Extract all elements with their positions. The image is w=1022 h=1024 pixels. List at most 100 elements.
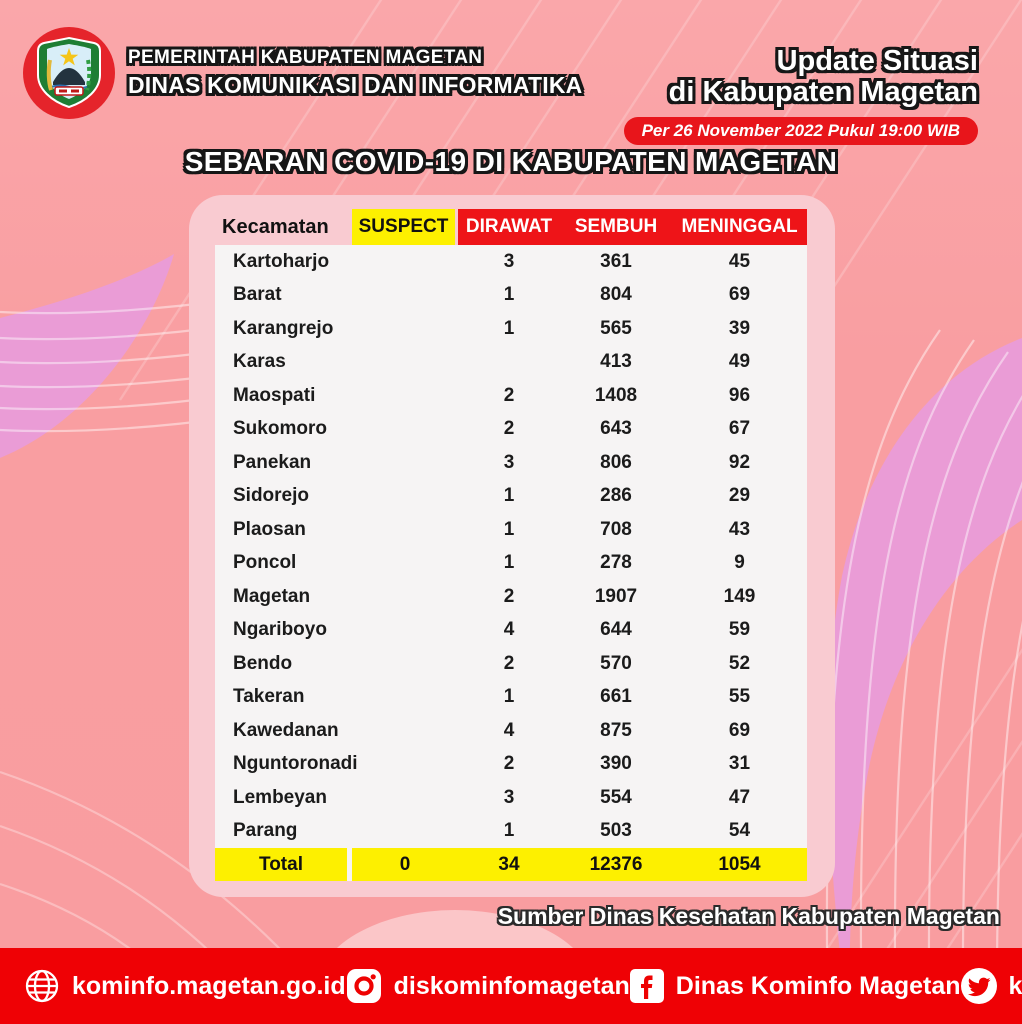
table-row: Bendo 2 570 52 — [215, 647, 807, 681]
dirawat-cell: 2 — [503, 652, 515, 674]
meninggal-cell: 149 — [723, 585, 756, 607]
meninggal-cell: 59 — [728, 619, 751, 641]
dirawat-cell: 3 — [503, 250, 515, 272]
table-row: Plaosan 1 708 43 — [215, 513, 807, 547]
meninggal-cell: 39 — [728, 317, 751, 339]
district-name-cell: Lembeyan — [233, 786, 327, 808]
meninggal-cell: 92 — [728, 451, 751, 473]
district-name-cell: Plaosan — [233, 518, 306, 540]
sembuh-cell: 804 — [600, 284, 632, 306]
twitter-link[interactable]: kominfomagetan1 — [960, 968, 1022, 1004]
column-header-sembuh: SEMBUH — [560, 209, 672, 245]
table-row: Karangrejo 1 565 39 — [215, 312, 807, 346]
data-source-caption: Sumber Dinas Kesehatan Kabupaten Magetan — [497, 903, 1000, 929]
sembuh-cell: 278 — [600, 552, 632, 574]
table-row: Ngariboyo 4 644 59 — [215, 613, 807, 647]
district-name-cell: Sukomoro — [233, 418, 327, 440]
facebook-label: Dinas Kominfo Magetan — [675, 971, 961, 1000]
column-header-meninggal: MENINGGAL — [672, 209, 807, 245]
district-name-cell: Nguntoronadi — [233, 753, 358, 775]
sembuh-cell: 361 — [600, 250, 632, 272]
table-row: Kartoharjo 3 361 45 — [215, 245, 807, 279]
table-row: Parang 1 503 54 — [215, 814, 807, 848]
table-total-row: Total 0 34 12376 1054 — [215, 848, 807, 881]
table-row: Kawedanan 4 875 69 — [215, 714, 807, 748]
dirawat-cell: 3 — [503, 451, 515, 473]
table-row: Magetan 2 1907 149 — [215, 580, 807, 614]
table-row: Sukomoro 2 643 67 — [215, 412, 807, 446]
sembuh-cell: 1408 — [594, 384, 638, 406]
website-label: kominfo.magetan.go.id — [72, 971, 346, 1000]
magetan-regency-logo — [23, 27, 115, 119]
district-name-cell: Kawedanan — [233, 719, 339, 741]
meninggal-cell: 52 — [728, 652, 751, 674]
column-header-kecamatan: Kecamatan — [222, 215, 329, 238]
dirawat-cell: 1 — [503, 820, 515, 842]
sembuh-cell: 643 — [600, 418, 632, 440]
district-name-cell: Karangrejo — [233, 317, 334, 339]
table-row: Takeran 1 661 55 — [215, 680, 807, 714]
district-name-cell: Kartoharjo — [233, 250, 330, 272]
sembuh-cell: 875 — [600, 719, 632, 741]
update-title: Update Situasi — [776, 45, 978, 77]
meninggal-cell: 49 — [728, 351, 751, 373]
district-name-cell: Parang — [233, 820, 298, 842]
table-row: Lembeyan 3 554 47 — [215, 781, 807, 815]
sembuh-cell: 503 — [600, 820, 632, 842]
total-label: Total — [215, 848, 352, 881]
dirawat-cell: 2 — [503, 418, 515, 440]
total-meninggal: 1054 — [718, 853, 761, 875]
instagram-icon — [346, 969, 381, 1003]
meninggal-cell: 69 — [728, 719, 751, 741]
district-name-cell: Panekan — [233, 451, 312, 473]
dirawat-cell: 1 — [503, 317, 515, 339]
facebook-icon — [629, 969, 664, 1003]
sembuh-cell: 390 — [600, 753, 632, 775]
meninggal-cell: 45 — [728, 250, 751, 272]
update-block: Update Situasi di Kabupaten Magetan Per … — [623, 45, 978, 145]
table-body: Kartoharjo 3 361 45 Barat 1 804 69 Karan… — [215, 245, 807, 848]
sembuh-cell: 708 — [600, 518, 632, 540]
meninggal-cell: 9 — [734, 552, 745, 574]
facebook-link[interactable]: Dinas Kominfo Magetan — [629, 969, 961, 1003]
dirawat-cell: 1 — [503, 552, 515, 574]
dirawat-cell: 2 — [503, 753, 515, 775]
sembuh-cell: 644 — [600, 619, 632, 641]
page-title: SEBARAN COVID-19 DI KABUPATEN MAGETAN — [184, 146, 838, 177]
district-name-cell: Maospati — [233, 384, 316, 406]
instagram-link[interactable]: diskominfomagetan — [346, 968, 630, 1004]
total-suspect: 0 — [399, 853, 411, 875]
dirawat-cell: 1 — [503, 686, 515, 708]
sembuh-cell: 570 — [600, 652, 632, 674]
dirawat-cell: 4 — [503, 719, 515, 741]
district-name-cell: Ngariboyo — [233, 619, 327, 641]
dirawat-cell: 4 — [503, 619, 515, 641]
dirawat-cell: 3 — [503, 786, 515, 808]
meninggal-cell: 67 — [728, 418, 751, 440]
website-link[interactable]: kominfo.magetan.go.id — [24, 968, 346, 1004]
globe-icon — [25, 969, 59, 1003]
table-row: Nguntoronadi 2 390 31 — [215, 747, 807, 781]
footer-bar: kominfo.magetan.go.id diskominfomagetan … — [0, 948, 1022, 1024]
district-name-cell: Poncol — [233, 552, 297, 574]
sembuh-cell: 554 — [600, 786, 632, 808]
meninggal-cell: 47 — [728, 786, 751, 808]
table-header-row: Kecamatan SUSPECT DIRAWAT SEMBUH MENINGG… — [215, 209, 807, 245]
table-row: Poncol 1 278 9 — [215, 546, 807, 580]
update-timestamp-pill: Per 26 November 2022 Pukul 19:00 WIB — [623, 117, 978, 145]
meninggal-cell: 43 — [728, 518, 751, 540]
column-header-suspect: SUSPECT — [352, 209, 455, 245]
district-name-cell: Magetan — [233, 585, 311, 607]
meninggal-cell: 29 — [728, 485, 751, 507]
twitter-icon — [960, 968, 997, 1004]
sembuh-cell: 661 — [600, 686, 632, 708]
sembuh-cell: 565 — [600, 317, 632, 339]
sembuh-cell: 1907 — [594, 585, 638, 607]
district-name-cell: Bendo — [233, 652, 293, 674]
meninggal-cell: 54 — [728, 820, 751, 842]
table-row: Barat 1 804 69 — [215, 278, 807, 312]
dirawat-cell: 2 — [503, 585, 515, 607]
twitter-label: kominfomagetan1 — [1008, 971, 1022, 1000]
sembuh-cell: 806 — [600, 451, 632, 473]
agency-name-line2: DINAS KOMUNIKASI DAN INFORMATIKA — [128, 72, 583, 98]
